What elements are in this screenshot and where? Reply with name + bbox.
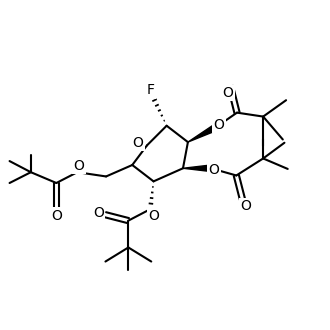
Text: O: O (74, 159, 84, 173)
Polygon shape (183, 165, 211, 172)
Text: O: O (51, 209, 62, 223)
Text: O: O (93, 206, 104, 220)
Text: O: O (214, 118, 224, 132)
Text: O: O (209, 163, 219, 177)
Text: O: O (241, 199, 251, 213)
Text: O: O (148, 209, 159, 223)
Polygon shape (188, 124, 217, 142)
Text: O: O (222, 86, 233, 100)
Text: O: O (132, 136, 143, 150)
Text: F: F (147, 83, 154, 97)
